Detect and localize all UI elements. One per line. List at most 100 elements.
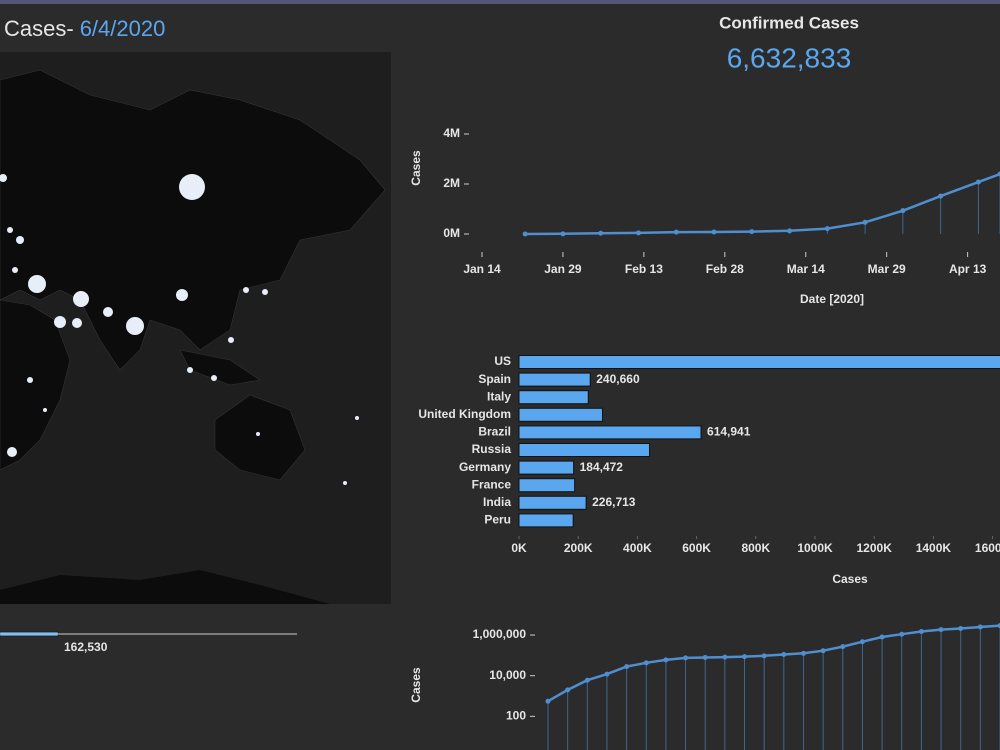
map-islands <box>179 349 261 386</box>
point <box>859 639 865 645</box>
point <box>624 664 630 670</box>
point <box>918 628 924 634</box>
x-tick-label: Apr 13 <box>949 262 987 276</box>
y-tick-label: 1,000,000 <box>473 627 527 641</box>
point <box>545 698 551 704</box>
point <box>722 654 728 660</box>
title-date: 6/4/2020 <box>80 16 166 41</box>
y-tick-label: 4M <box>443 126 460 140</box>
point <box>938 193 944 199</box>
bar <box>518 390 589 405</box>
x-tick-label: 800K <box>741 541 770 555</box>
bar <box>518 495 587 510</box>
line <box>525 172 1000 236</box>
point <box>683 655 689 661</box>
bar <box>518 407 603 422</box>
point <box>742 654 748 660</box>
point <box>977 624 983 630</box>
point <box>958 625 964 631</box>
map-eurasia <box>0 69 386 371</box>
category-label: Italy <box>487 389 511 403</box>
map-bubble <box>0 174 7 182</box>
point <box>643 660 649 666</box>
y-tick-label: 100 <box>506 709 526 723</box>
kpi-value: 6,632,833 <box>727 42 852 73</box>
x-tick-label: Mar 14 <box>787 262 825 276</box>
point <box>663 657 669 663</box>
point <box>820 648 826 654</box>
map-bubble <box>228 337 234 343</box>
y-tick-label: 10,000 <box>489 668 526 682</box>
bar <box>518 478 576 493</box>
point <box>862 219 868 225</box>
y-tick-label: 2M <box>443 176 460 190</box>
category-label: Peru <box>484 513 511 527</box>
x-tick-label: 1600K <box>975 541 1000 555</box>
title-text: Cases- <box>4 16 74 41</box>
bar <box>518 372 591 387</box>
point <box>899 631 905 637</box>
point <box>598 230 604 236</box>
x-tick-label: 0K <box>511 541 527 555</box>
point <box>997 171 1000 177</box>
map-africa <box>0 299 71 471</box>
map-australia <box>214 394 306 481</box>
y-axis-title: Cases <box>409 150 423 186</box>
point <box>975 179 981 185</box>
x-tick-label: Feb 28 <box>706 262 744 276</box>
point <box>565 687 571 693</box>
x-axis-title: Cases <box>832 572 868 586</box>
map-bubble <box>103 307 113 317</box>
point <box>560 231 566 237</box>
x-tick-label: 200K <box>564 541 593 555</box>
x-tick-label: 600K <box>682 541 711 555</box>
y-tick-label: 0M <box>443 226 460 240</box>
map-bubble <box>179 174 205 200</box>
map-bubble <box>73 291 89 307</box>
point <box>787 228 793 234</box>
map-bubble <box>43 408 47 412</box>
point <box>879 634 885 640</box>
map-bubble <box>54 316 66 328</box>
x-axis-title: Date [2020] <box>800 292 864 306</box>
x-tick-label: Jan 29 <box>544 262 582 276</box>
value-label: 240,660 <box>596 372 640 386</box>
point <box>938 627 944 633</box>
value-label: 184,472 <box>580 460 624 474</box>
map-bubble <box>211 375 217 381</box>
map-bubble <box>7 227 13 233</box>
x-tick-label: 1000K <box>797 541 833 555</box>
category-label: Spain <box>478 372 511 386</box>
point <box>604 671 610 677</box>
point <box>522 231 528 237</box>
category-label: US <box>494 354 511 368</box>
dashboard-title: Cases- 6/4/2020 <box>4 16 165 41</box>
map-bubble <box>343 481 347 485</box>
bar <box>518 355 1000 369</box>
y-axis-title: Cases <box>409 667 423 703</box>
map-bubble <box>16 236 24 244</box>
x-tick-label: Feb 13 <box>625 262 663 276</box>
bar <box>518 460 575 475</box>
map-bubble <box>7 447 17 457</box>
map-bubble <box>256 432 260 436</box>
map-bubble <box>187 367 193 373</box>
category-label: India <box>483 495 511 509</box>
map-bubble <box>262 289 268 295</box>
top-strip <box>0 0 1000 4</box>
point <box>840 644 846 650</box>
point <box>761 653 767 659</box>
x-tick-label: 1400K <box>916 541 952 555</box>
bar <box>518 443 651 457</box>
map-bubble <box>126 317 144 335</box>
category-label: France <box>472 477 512 491</box>
point <box>997 623 1000 629</box>
map <box>0 52 391 604</box>
point <box>635 230 641 236</box>
point <box>711 229 717 235</box>
point <box>781 652 787 658</box>
map-bubble <box>243 287 249 293</box>
point <box>584 677 590 683</box>
